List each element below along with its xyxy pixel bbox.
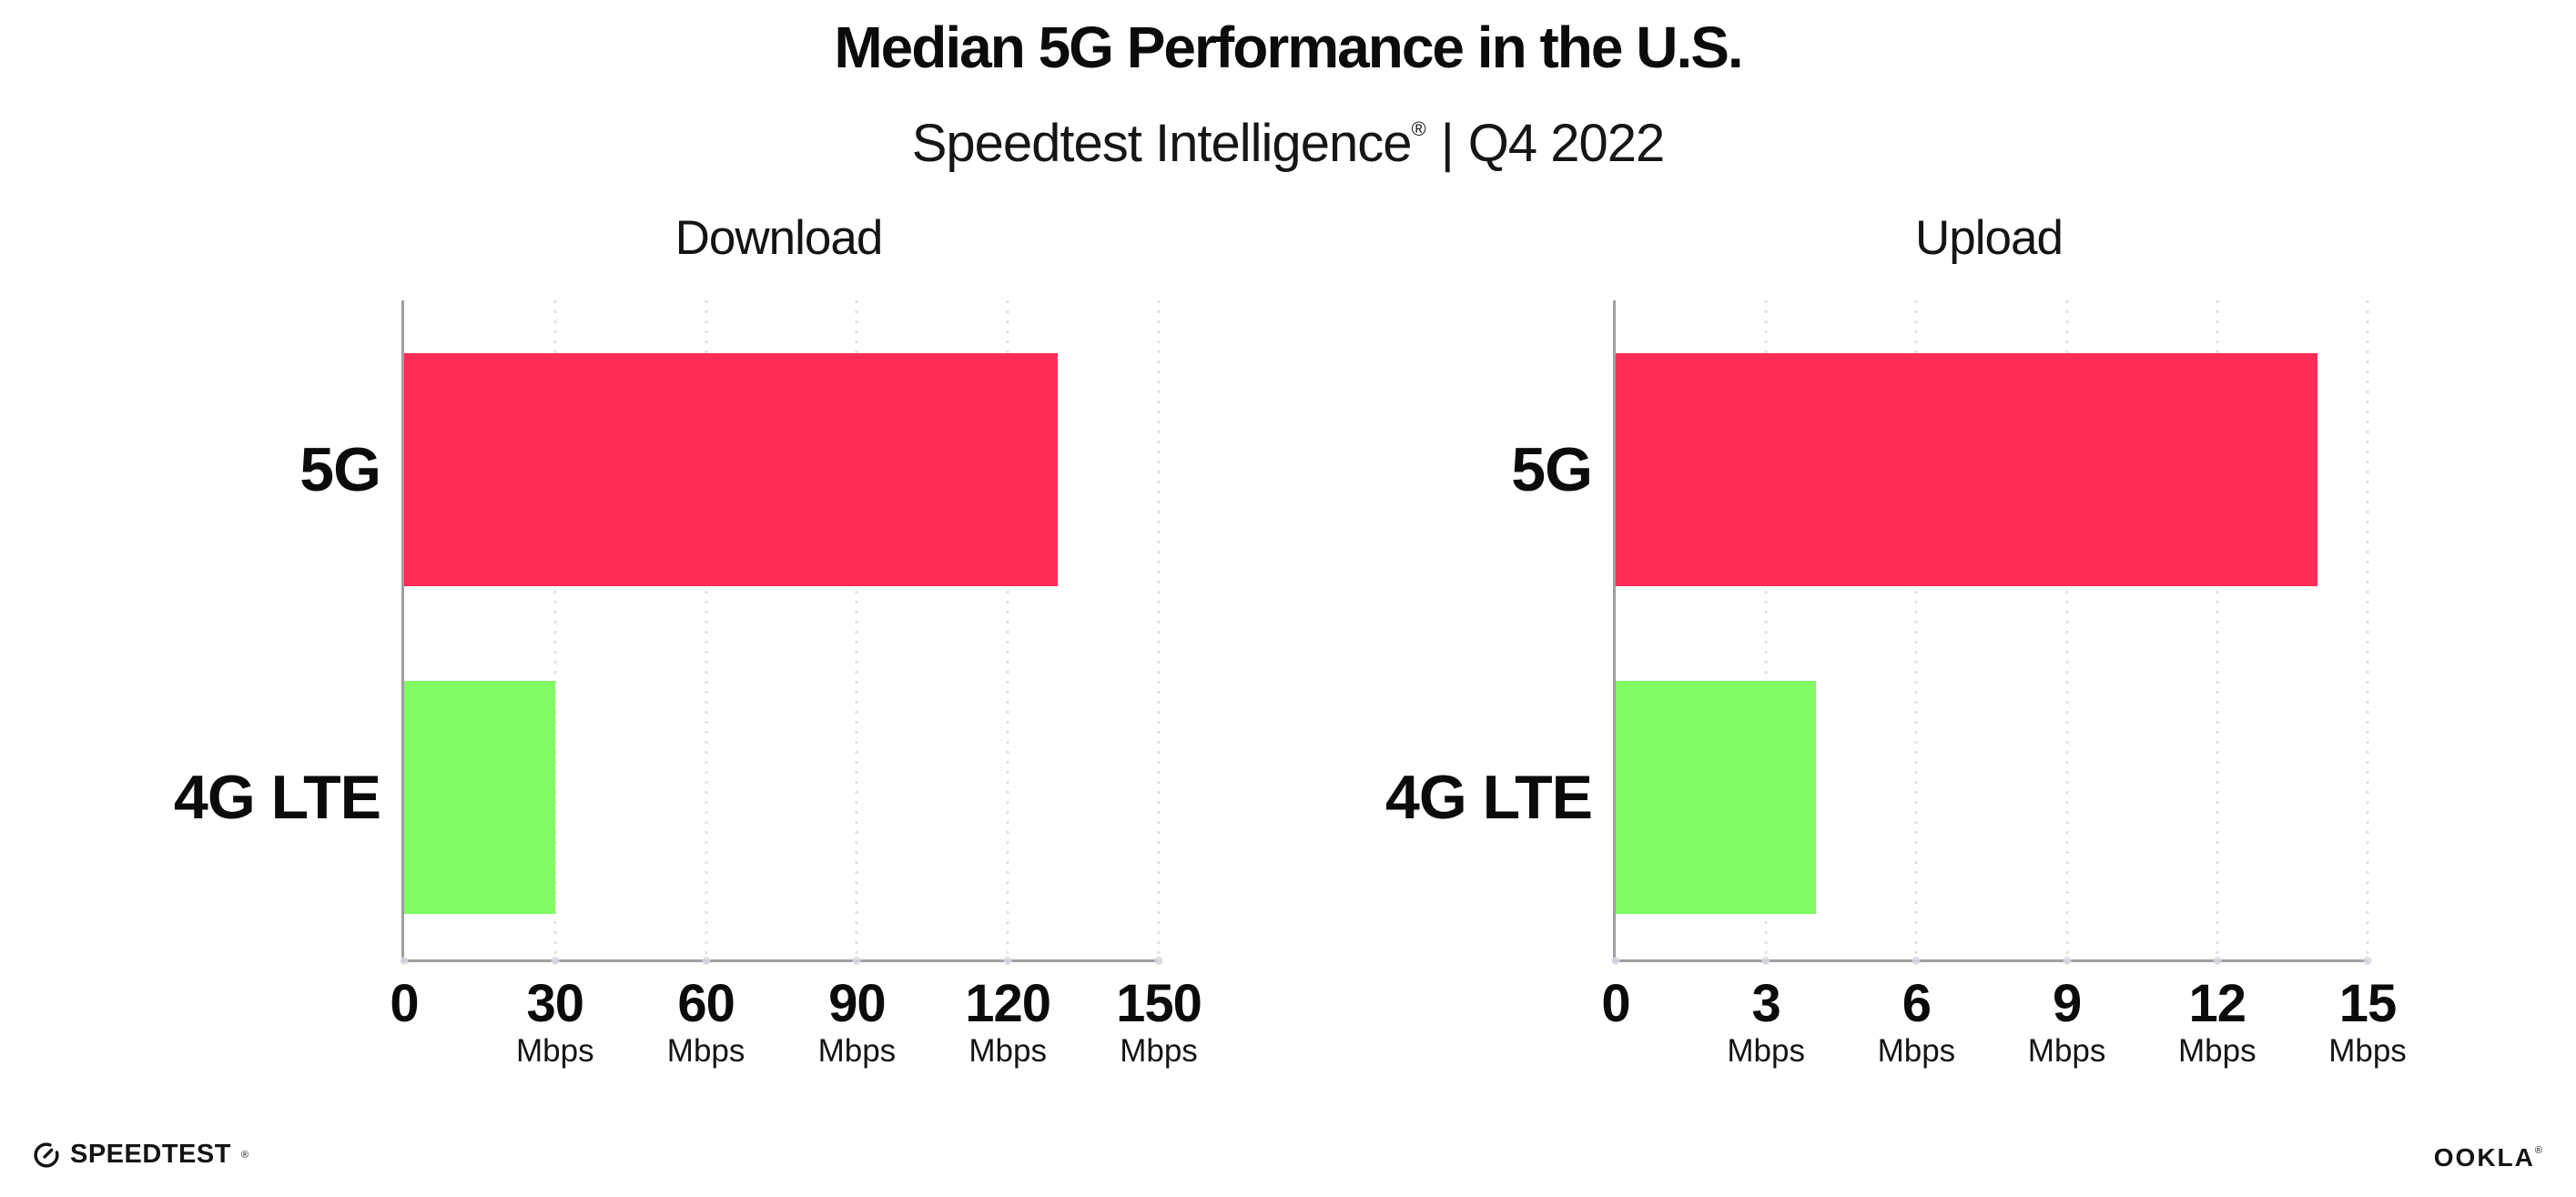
x-tick-value: 9 <box>2052 974 2082 1033</box>
speedtest-registered-icon: ® <box>240 1149 249 1161</box>
axis-tick-dot <box>1761 957 1770 965</box>
x-tick-unit: Mbps <box>817 1033 897 1069</box>
axis-tick-dot <box>1611 957 1620 965</box>
x-tick-label: 9 Mbps <box>2028 976 2106 1070</box>
plot-area: 5G 4G LTE 0 30 Mbps 60 Mbps 90 Mbps 120 Mbps 150 Mb… <box>174 300 1202 1069</box>
bar-4g-lte <box>404 681 555 914</box>
x-axis: 0 30 Mbps 60 Mbps 90 Mbps 120 Mbps 150 Mbps <box>390 974 1202 1121</box>
axis-tick-dot <box>400 957 409 965</box>
category-label: 5G <box>1511 435 1593 504</box>
page-subtitle: Speedtest Intelligence® | Q4 2022 <box>0 100 2576 173</box>
ookla-registered-icon: ® <box>2534 1145 2542 1156</box>
gridline <box>553 300 557 967</box>
subtitle-period: Q4 2022 <box>1467 114 1666 173</box>
x-tick-value: 150 <box>1116 974 1202 1033</box>
axis-tick-dot <box>2063 957 2072 965</box>
gridline <box>2366 300 2369 967</box>
axis-tick-dot <box>2213 957 2222 965</box>
category-label: 4G LTE <box>174 763 381 832</box>
axis-tick-dot <box>2363 957 2372 965</box>
x-tick-value: 3 <box>1751 974 1781 1033</box>
category-label: 4G LTE <box>1385 763 1593 832</box>
x-tick-value: 0 <box>1601 974 1630 1033</box>
speedtest-logo: SPEEDTEST ® <box>33 1140 248 1170</box>
x-tick-value: 12 <box>2188 974 2247 1033</box>
x-tick-label: 0 <box>390 974 419 1033</box>
x-tick-unit: Mbps <box>1877 1033 1956 1069</box>
ookla-logo: OOKLA® <box>2434 1143 2542 1172</box>
x-tick-value: 30 <box>526 974 585 1033</box>
axis-tick-dot <box>852 957 861 965</box>
header: Median 5G Performance in the U.S. Speedt… <box>0 0 2576 173</box>
gridline <box>705 300 708 967</box>
category-label: 5G <box>299 435 381 504</box>
x-tick-label: 30 Mbps <box>516 976 594 1070</box>
x-tick-label: 6 Mbps <box>1878 976 1956 1070</box>
page-title: Median 5G Performance in the U.S. <box>834 15 1743 80</box>
gridline <box>2216 300 2219 967</box>
x-tick-label: 60 Mbps <box>667 976 745 1070</box>
bar-4g-lte <box>1616 681 1817 914</box>
axis-tick-dot <box>1154 957 1163 965</box>
axis-tick-dot <box>702 957 711 965</box>
x-tick-unit: Mbps <box>516 1033 594 1069</box>
x-tick-value: 0 <box>390 974 419 1033</box>
x-tick-unit: Mbps <box>666 1033 745 1069</box>
speedtest-wordmark: SPEEDTEST <box>70 1140 231 1169</box>
x-tick-unit: Mbps <box>969 1033 1047 1069</box>
chart-title: Download <box>674 211 884 265</box>
gridline <box>2065 300 2069 967</box>
gridline <box>1006 300 1009 967</box>
bar-5g <box>1616 353 2317 586</box>
bar-5g <box>404 353 1059 586</box>
x-tick-unit: Mbps <box>1727 1033 1805 1069</box>
x-tick-unit: Mbps <box>1120 1033 1198 1069</box>
x-tick-unit: Mbps <box>2328 1033 2407 1069</box>
x-tick-value: 60 <box>677 974 735 1033</box>
x-tick-value: 15 <box>2338 974 2398 1033</box>
subtitle-separator: | <box>1440 114 1455 173</box>
gridline <box>1764 300 1768 967</box>
ookla-wordmark: OOKLA <box>2433 1143 2535 1172</box>
plot-area: 5G 4G LTE 0 3 Mbps 6 Mbps 9 Mbps 12 Mbps 15 Mbps <box>1385 300 2407 1069</box>
subtitle-brand: Speedtest Intelligence <box>911 114 1413 173</box>
x-tick-value: 90 <box>828 974 887 1033</box>
gridline <box>855 300 858 967</box>
gridline <box>1157 300 1161 967</box>
axis-tick-dot <box>1912 957 1921 965</box>
axis-tick-dot <box>1003 957 1012 965</box>
x-axis: 0 3 Mbps 6 Mbps 9 Mbps 12 Mbps 15 Mbps <box>1601 976 2406 1121</box>
speedtest-gauge-icon <box>34 1141 59 1168</box>
registered-mark-icon: ® <box>1411 117 1426 140</box>
x-tick-unit: Mbps <box>2178 1033 2257 1069</box>
x-tick-value: 6 <box>1902 974 1932 1033</box>
x-tick-label: 120 Mbps <box>965 974 1051 1070</box>
x-tick-label: 90 Mbps <box>818 976 897 1070</box>
axis-tick-dot <box>551 957 560 965</box>
x-tick-label: 15 Mbps <box>2328 976 2407 1070</box>
x-tick-label: 3 Mbps <box>1727 976 1805 1070</box>
x-tick-label: 0 <box>1601 974 1630 1033</box>
chart-title: Upload <box>1915 211 2064 265</box>
gridline <box>1914 300 1918 967</box>
x-tick-label: 12 Mbps <box>2178 976 2257 1070</box>
x-tick-value: 120 <box>965 974 1051 1033</box>
x-tick-unit: Mbps <box>2027 1033 2106 1069</box>
x-tick-label: 150 Mbps <box>1116 976 1202 1070</box>
